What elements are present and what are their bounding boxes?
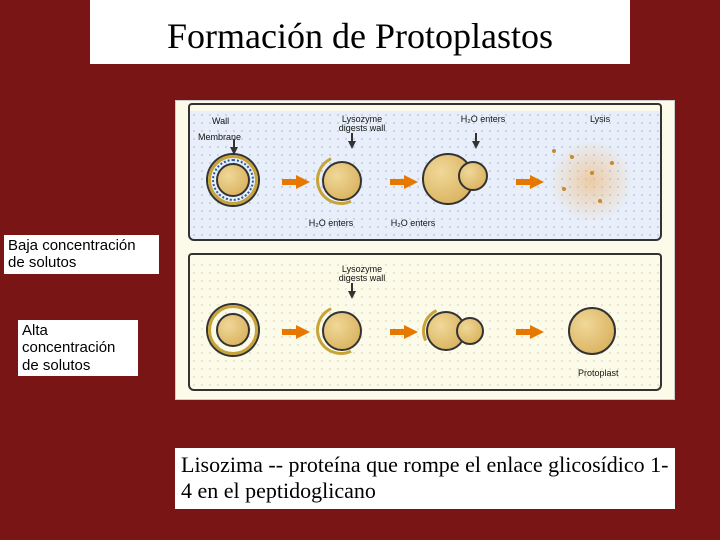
label-lysis: Lysis [590,115,610,124]
label-wall: Wall [212,117,229,126]
protoplast-diagram: Wall Membrane Lysozyme digests wall H₂O … [175,100,675,400]
label-lysozyme-1: Lysozyme digests wall [332,115,392,134]
arrow-1 [296,175,310,189]
label-h2o-enters-1: H₂O enters [458,115,508,124]
cell-3b [458,161,488,191]
lysis-cloud [546,141,636,221]
frag [552,149,556,153]
caption: Lisozima -- proteína que rompe el enlace… [175,448,675,509]
arrow-b3 [530,325,544,339]
ptr-arrow-h2o [472,141,480,149]
cell-1 [216,163,250,197]
cell-2 [322,161,362,201]
frag [598,199,602,203]
label-lysozyme-2: Lysozyme digests wall [332,265,392,284]
label-protoplast: Protoplast [578,369,619,378]
arrow-3 [530,175,544,189]
frag [610,161,614,165]
tube-rim-2 [188,253,662,263]
label-high-solute: Alta concentración de solutos [18,320,138,376]
protoplast-cell [568,307,616,355]
label-h2o-1: H₂O enters [306,219,356,228]
arrow-b2 [404,325,418,339]
frag [590,171,594,175]
frag [562,187,566,191]
arrow-2 [404,175,418,189]
cell-b1 [216,313,250,347]
tube-rim [188,103,662,113]
label-h2o-2: H₂O enters [388,219,438,228]
ptr-arrow-lyso [348,141,356,149]
cell-b2 [322,311,362,351]
ptr-arrow-lyso-2 [348,291,356,299]
panel-high-solute: Lysozyme digests wall Protoplast [188,261,662,391]
panel-low-solute: Wall Membrane Lysozyme digests wall H₂O … [188,111,662,241]
frag [570,155,574,159]
label-low-solute: Baja concentración de solutos [4,235,159,274]
page-title: Formación de Protoplastos [90,0,630,64]
cell-b3b [456,317,484,345]
ptr-arrow-wall [230,147,238,155]
arrow-b1 [296,325,310,339]
